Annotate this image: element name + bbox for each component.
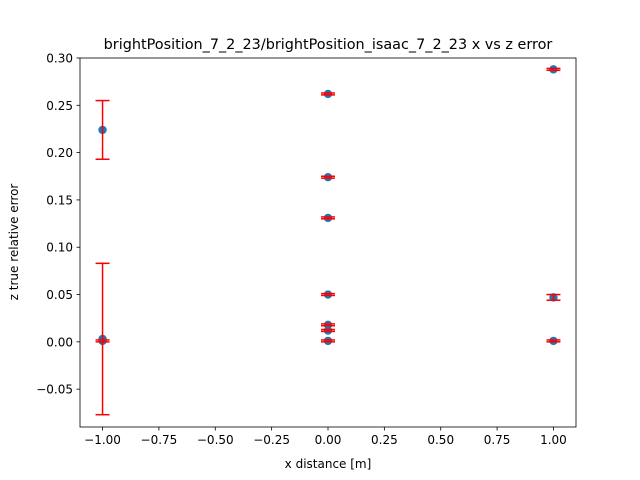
y-axis-label: z true relative error — [7, 184, 21, 301]
x-axis-label: x distance [m] — [285, 457, 372, 471]
x-tick-label: −0.75 — [141, 433, 178, 447]
y-tick-label: 0.25 — [46, 99, 73, 113]
plot-area — [95, 65, 561, 416]
y-tick-label: −0.05 — [36, 383, 73, 397]
y-tick-label: 0.00 — [46, 335, 73, 349]
y-tick-label: 0.30 — [46, 52, 73, 66]
x-tick-label: 0.25 — [371, 433, 398, 447]
x-tick-label: 0.75 — [484, 433, 511, 447]
x-tick-label: −0.50 — [197, 433, 234, 447]
y-tick-label: 0.05 — [46, 288, 73, 302]
x-tick-label: 1.00 — [540, 433, 567, 447]
y-tick-label: 0.15 — [46, 193, 73, 207]
y-tick-label: 0.10 — [46, 241, 73, 255]
x-tick-label: 0.50 — [427, 433, 454, 447]
y-tick-label: 0.20 — [46, 146, 73, 160]
y-axis-ticks: −0.05 0.00 0.05 0.10 0.15 0.20 0.25 0.30 — [36, 52, 80, 397]
x-tick-label: −1.00 — [84, 433, 121, 447]
chart-title: brightPosition_7_2_23/brightPosition_isa… — [104, 37, 553, 53]
x-tick-label: 0.00 — [315, 433, 342, 447]
x-tick-label: −0.25 — [253, 433, 290, 447]
x-axis-ticks: −1.00 −0.75 −0.50 −0.25 0.00 0.25 0.50 0.75 1.00 — [84, 427, 567, 447]
